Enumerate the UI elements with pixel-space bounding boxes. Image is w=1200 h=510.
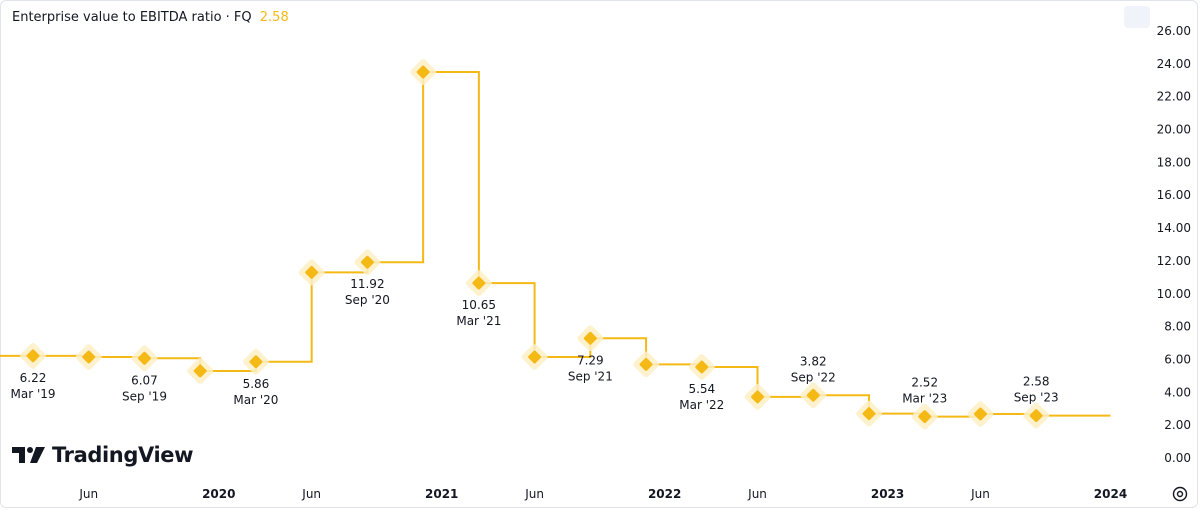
x-tick-label: 2023 (871, 487, 904, 501)
data-label-value: 7.29 (577, 353, 604, 367)
y-tick-label: 4.00 (1164, 385, 1191, 399)
x-tick-label: Jun (970, 487, 990, 501)
data-label-date: Sep '20 (345, 293, 390, 307)
data-label-value: 10.65 (462, 298, 496, 312)
data-label-value: 3.82 (800, 354, 827, 368)
data-label-date: Mar '19 (10, 387, 55, 401)
brand-name: TradingView (52, 443, 194, 467)
data-point (472, 276, 486, 290)
data-point (82, 350, 96, 364)
y-tick-label: 24.00 (1157, 57, 1191, 71)
y-tick-label: 14.00 (1157, 221, 1191, 235)
data-point (26, 349, 40, 363)
y-tick-label: 2.00 (1164, 418, 1191, 432)
data-point (1029, 409, 1043, 423)
data-point (138, 351, 151, 365)
data-label-value: 5.54 (688, 382, 715, 396)
tradingview-logo-icon (12, 447, 45, 463)
legend: Enterprise value to EBITDA ratio · FQ 2.… (12, 10, 289, 25)
data-point (305, 265, 319, 279)
series-line (0, 71, 1111, 418)
x-tick-label: Jun (301, 487, 321, 501)
data-point (639, 357, 653, 371)
x-tick-label: Jun (78, 487, 98, 501)
data-label-value: 11.92 (350, 277, 384, 291)
y-tick-label: 18.00 (1157, 155, 1191, 169)
data-point (862, 407, 876, 421)
y-tick-label: 22.00 (1157, 90, 1191, 104)
data-label-value: 2.52 (911, 376, 938, 390)
y-tick-label: 26.00 (1157, 24, 1191, 38)
data-label-date: Mar '21 (456, 314, 501, 328)
data-point (918, 410, 932, 424)
x-tick-label: Jun (747, 487, 767, 501)
data-label-date: Sep '21 (568, 369, 613, 383)
data-point (416, 65, 430, 79)
tradingview-logo[interactable]: TradingView (12, 443, 193, 467)
camera-icon[interactable] (1124, 6, 1150, 28)
data-label-value: 6.22 (20, 371, 47, 385)
data-point (583, 331, 597, 345)
data-point (249, 355, 263, 369)
data-label-value: 6.07 (131, 373, 158, 387)
data-point (193, 364, 207, 378)
data-point (695, 360, 709, 374)
data-point (360, 255, 374, 269)
data-point (528, 350, 542, 364)
data-point (806, 388, 820, 402)
data-point (974, 407, 987, 421)
x-tick-label: Jun (524, 487, 544, 501)
data-label-date: Mar '23 (902, 392, 947, 406)
legend-value: 2.58 (259, 10, 289, 25)
y-tick-label: 16.00 (1157, 188, 1191, 202)
data-label-date: Sep '22 (791, 370, 836, 384)
y-tick-label: 6.00 (1164, 352, 1191, 366)
x-tick-label: 2024 (1094, 487, 1127, 501)
x-tick-label: 2021 (425, 487, 458, 501)
data-label-date: Mar '20 (233, 393, 278, 407)
y-tick-label: 20.00 (1157, 123, 1191, 137)
y-tick-label: 12.00 (1157, 254, 1191, 268)
data-label-value: 5.86 (243, 377, 270, 391)
y-tick-label: 0.00 (1164, 451, 1191, 465)
data-label-value: 2.58 (1023, 375, 1050, 389)
data-label-date: Sep '23 (1014, 391, 1059, 405)
settings-icon[interactable] (1170, 484, 1190, 504)
data-point (751, 390, 764, 404)
x-tick-label: 2020 (202, 487, 235, 501)
x-tick-label: 2022 (648, 487, 681, 501)
data-label-date: Sep '19 (122, 389, 167, 403)
y-tick-label: 10.00 (1157, 287, 1191, 301)
data-label-date: Mar '22 (679, 398, 724, 412)
legend-title: Enterprise value to EBITDA ratio · FQ (12, 10, 252, 25)
y-tick-label: 8.00 (1164, 320, 1191, 334)
